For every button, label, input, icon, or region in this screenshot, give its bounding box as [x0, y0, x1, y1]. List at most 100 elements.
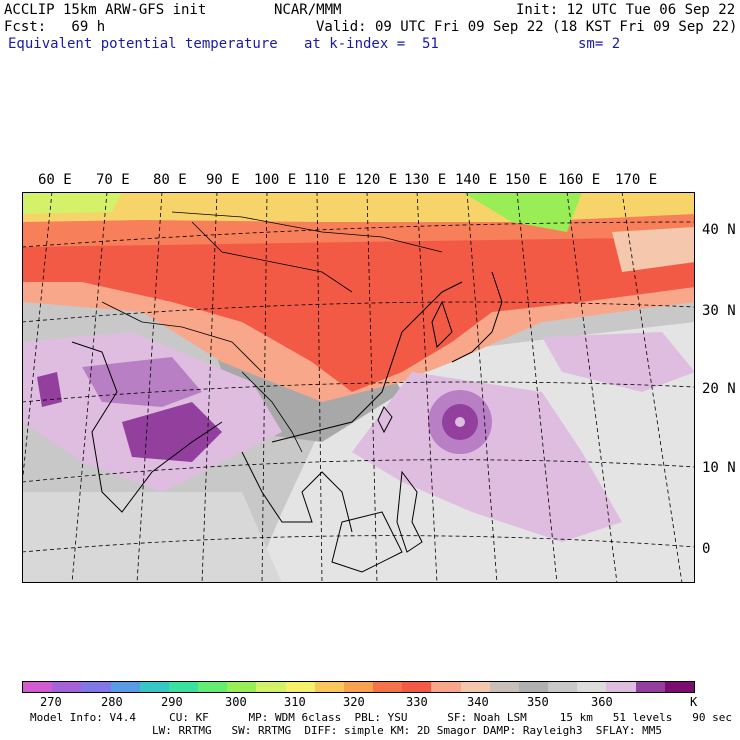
colorbar-label: 290 — [161, 695, 183, 709]
lon-line — [261, 192, 268, 583]
coastlines — [71, 271, 503, 573]
colorbar — [22, 681, 695, 693]
colorbar-swatch — [110, 682, 140, 692]
border — [101, 301, 263, 373]
lon-label: 160 E — [558, 172, 601, 188]
bay-purple-core — [122, 402, 222, 462]
colorbar-swatch — [548, 682, 578, 692]
field-name: Equivalent potential temperature — [8, 36, 278, 52]
colorbar-swatch — [256, 682, 286, 692]
equivalent-potential-temperature-map — [22, 192, 695, 583]
lat-label: 40 N — [702, 222, 736, 238]
lat-line-30 — [22, 301, 695, 323]
lon-label: 70 E — [96, 172, 130, 188]
physics-info-line: LW: RRTMG SW: RRTMG DIFF: simple KM: 2D … — [152, 724, 662, 737]
colorbar-label: 350 — [527, 695, 549, 709]
lon-line — [621, 192, 683, 583]
organization-label: NCAR/MMM — [274, 2, 342, 18]
colorbar-swatch — [285, 682, 315, 692]
borneo-coast — [331, 511, 403, 573]
lon-line — [71, 192, 108, 583]
colorbar-label: 320 — [343, 695, 365, 709]
colorbar-swatch — [168, 682, 199, 692]
colorbar-swatch — [81, 682, 111, 692]
lon-label: 130 E — [404, 172, 447, 188]
lat-label: 30 N — [702, 303, 736, 319]
colorbar-label: 270 — [40, 695, 62, 709]
japan-coast — [451, 271, 503, 363]
far-north-green — [462, 192, 582, 232]
typhoon-eye — [455, 417, 465, 427]
china-coast — [271, 281, 463, 443]
lon-line — [416, 192, 438, 583]
init-time: Init: 12 UTC Tue 06 Sep 22 — [516, 2, 736, 18]
arabian-purple-spot — [37, 372, 62, 407]
lon-line — [22, 192, 53, 490]
lon-line — [466, 192, 498, 583]
colorbar-swatch — [314, 682, 344, 692]
lon-label: 80 E — [153, 172, 187, 188]
india-purple-core — [82, 357, 202, 407]
lon-label: 170 E — [615, 172, 658, 188]
valid-time: Valid: 09 UTC Fri 09 Sep 22 (18 KST Fri … — [316, 19, 738, 35]
model-title: ACCLIP 15km ARW-GFS init — [4, 2, 207, 18]
far-north-yellow — [22, 192, 695, 222]
northern-red-region — [22, 232, 695, 392]
lon-label: 110 E — [304, 172, 347, 188]
country-borders — [101, 211, 443, 453]
colorbar-label: 280 — [101, 695, 123, 709]
graticule — [22, 192, 695, 583]
colorbar-swatch — [402, 682, 432, 692]
lat-label: 10 N — [702, 460, 736, 476]
lon-line — [136, 192, 163, 583]
colorbar-swatch — [518, 682, 549, 692]
colorbar-swatch — [198, 682, 228, 692]
colorbar-swatch — [606, 682, 636, 692]
colorbar-swatch — [343, 682, 374, 692]
lat-line-0 — [22, 535, 695, 553]
north-east-peach — [612, 227, 695, 272]
border — [241, 371, 303, 453]
colorbar-swatch — [23, 682, 53, 692]
colorbar-swatch — [52, 682, 82, 692]
border — [171, 211, 443, 253]
colorbar-swatch — [431, 682, 461, 692]
tropical-gray-region — [22, 492, 282, 583]
colorbar-unit: K — [690, 695, 698, 709]
lon-line — [366, 192, 378, 583]
lon-label: 60 E — [38, 172, 72, 188]
lon-line — [516, 192, 558, 583]
colorbar-swatch — [460, 682, 490, 692]
colorbar-swatch — [139, 682, 169, 692]
colorbar-label: 330 — [406, 695, 428, 709]
taiwan-coast — [377, 406, 393, 434]
pacific-lilac-region — [352, 372, 622, 542]
lon-label: 90 E — [206, 172, 240, 188]
southeast-asia-coast — [241, 451, 353, 533]
lat-line-20 — [22, 381, 695, 403]
colorbar-swatch — [664, 682, 694, 692]
far-north-yellow-green — [22, 192, 122, 214]
lat-line-10 — [22, 459, 695, 483]
border — [191, 221, 353, 293]
lon-label: 140 E — [455, 172, 498, 188]
colorbar-swatch — [577, 682, 607, 692]
lon-line — [566, 192, 618, 583]
lat-label: 0 — [702, 541, 711, 557]
lon-label: 150 E — [505, 172, 548, 188]
colorbar-label: 360 — [591, 695, 613, 709]
smoothing-label: sm= 2 — [578, 36, 621, 52]
lon-label: 100 E — [254, 172, 297, 188]
forecast-hour: Fcst: 69 h — [4, 19, 106, 35]
lon-line — [316, 192, 323, 583]
east-pacific-lilac — [542, 332, 695, 392]
lat-label: 20 N — [702, 381, 736, 397]
model-info-line: Model Info: V4.4 CU: KF MP: WDM 6class P… — [30, 711, 732, 724]
philippines-coast — [396, 470, 423, 553]
lon-label: 120 E — [355, 172, 398, 188]
colorbar-swatch — [635, 682, 665, 692]
colorbar-swatch — [227, 682, 257, 692]
level-index: at k-index = 51 — [304, 36, 439, 52]
colorbar-label: 310 — [284, 695, 306, 709]
korea-coast — [431, 300, 453, 349]
